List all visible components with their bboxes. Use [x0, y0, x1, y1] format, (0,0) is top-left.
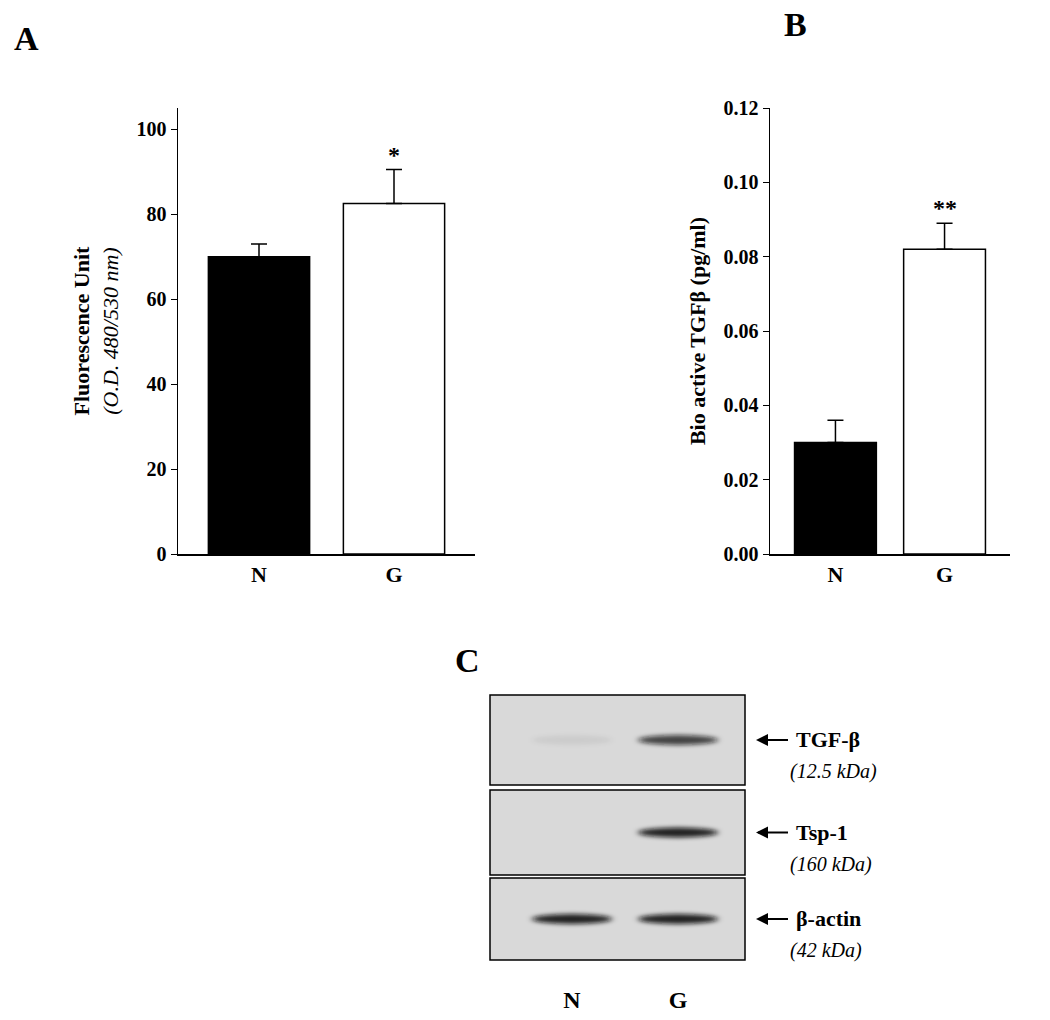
svg-text:**: **	[933, 195, 957, 221]
svg-text:(42 kDa): (42 kDa)	[790, 939, 862, 962]
svg-text:0.00: 0.00	[724, 543, 759, 565]
svg-text:N: N	[828, 562, 844, 587]
svg-text:*: *	[388, 142, 400, 168]
svg-text:G: G	[385, 562, 402, 587]
svg-text:G: G	[936, 562, 953, 587]
svg-text:0.02: 0.02	[724, 469, 759, 491]
svg-text:20: 20	[147, 458, 167, 480]
svg-text:Tsp-1: Tsp-1	[796, 820, 848, 845]
svg-text:C: C	[455, 642, 480, 679]
svg-text:0.12: 0.12	[724, 97, 759, 119]
svg-text:0.08: 0.08	[724, 246, 759, 268]
svg-text:Fluorescence Unit(O.D. 480/530: Fluorescence Unit(O.D. 480/530 nm)	[69, 246, 123, 416]
svg-text:A: A	[14, 20, 39, 57]
svg-text:100: 100	[137, 118, 167, 140]
svg-text:N: N	[251, 562, 267, 587]
svg-text:TGF-β: TGF-β	[796, 727, 860, 752]
svg-text:0.04: 0.04	[724, 394, 759, 416]
svg-text:Bio active TGFβ (pg/ml): Bio active TGFβ (pg/ml)	[685, 217, 710, 445]
svg-text:0: 0	[157, 543, 167, 565]
svg-text:N: N	[563, 987, 581, 1013]
svg-text:0.06: 0.06	[724, 320, 759, 342]
svg-text:0.10: 0.10	[724, 171, 759, 193]
svg-text:G: G	[669, 987, 688, 1013]
svg-text:β-actin: β-actin	[796, 906, 861, 931]
svg-text:(160 kDa): (160 kDa)	[790, 853, 872, 876]
svg-text:60: 60	[147, 288, 167, 310]
svg-text:B: B	[784, 6, 807, 43]
svg-text:(12.5 kDa): (12.5 kDa)	[790, 760, 877, 783]
svg-text:40: 40	[147, 373, 167, 395]
svg-text:80: 80	[147, 203, 167, 225]
